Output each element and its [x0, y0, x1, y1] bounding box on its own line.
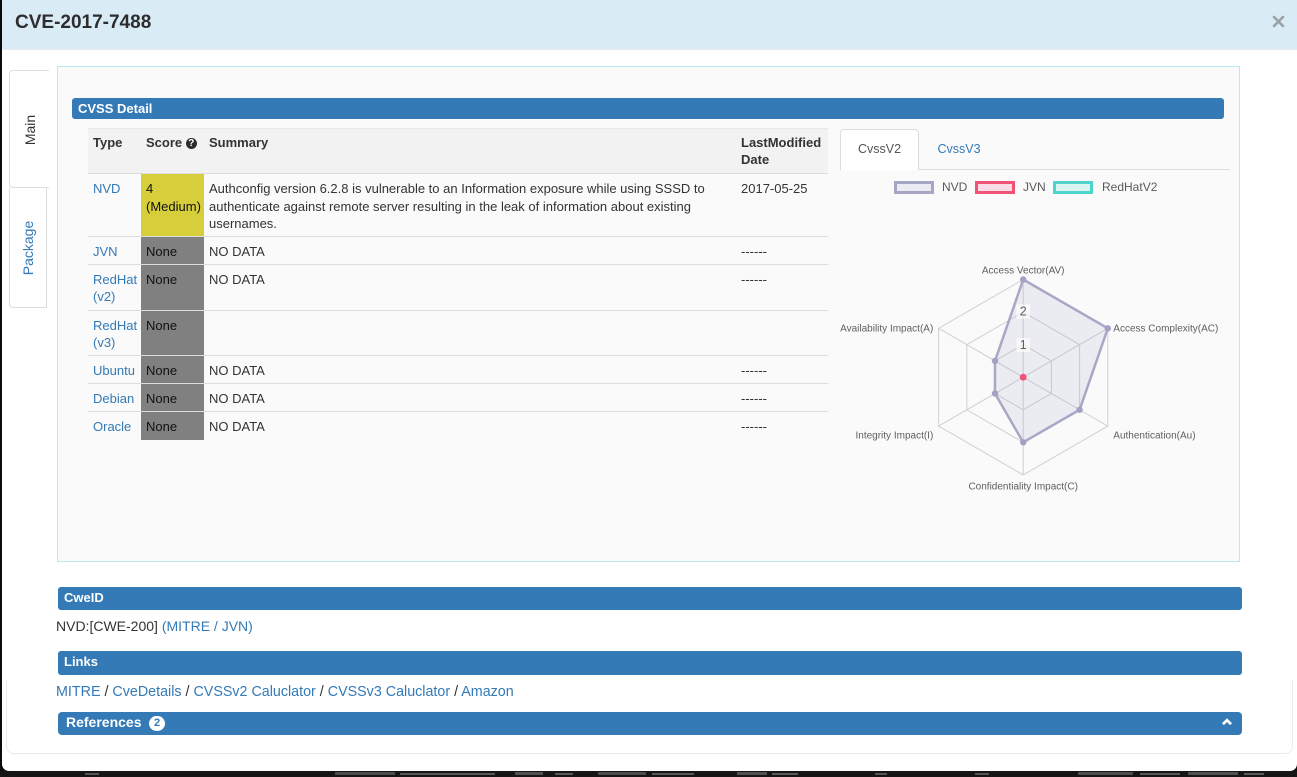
svg-text:Access Complexity(AC): Access Complexity(AC) [1113, 324, 1218, 335]
svg-text:Availability Impact(A): Availability Impact(A) [840, 324, 933, 335]
svg-text:Confidentiality Impact(C): Confidentiality Impact(C) [968, 482, 1077, 493]
svg-text:Authentication(Au): Authentication(Au) [1113, 431, 1195, 442]
svg-text:2: 2 [1020, 305, 1027, 319]
svg-text:1: 1 [1020, 338, 1027, 352]
svg-text:Access Vector(AV): Access Vector(AV) [982, 266, 1065, 277]
svg-text:Integrity Impact(I): Integrity Impact(I) [855, 431, 933, 442]
